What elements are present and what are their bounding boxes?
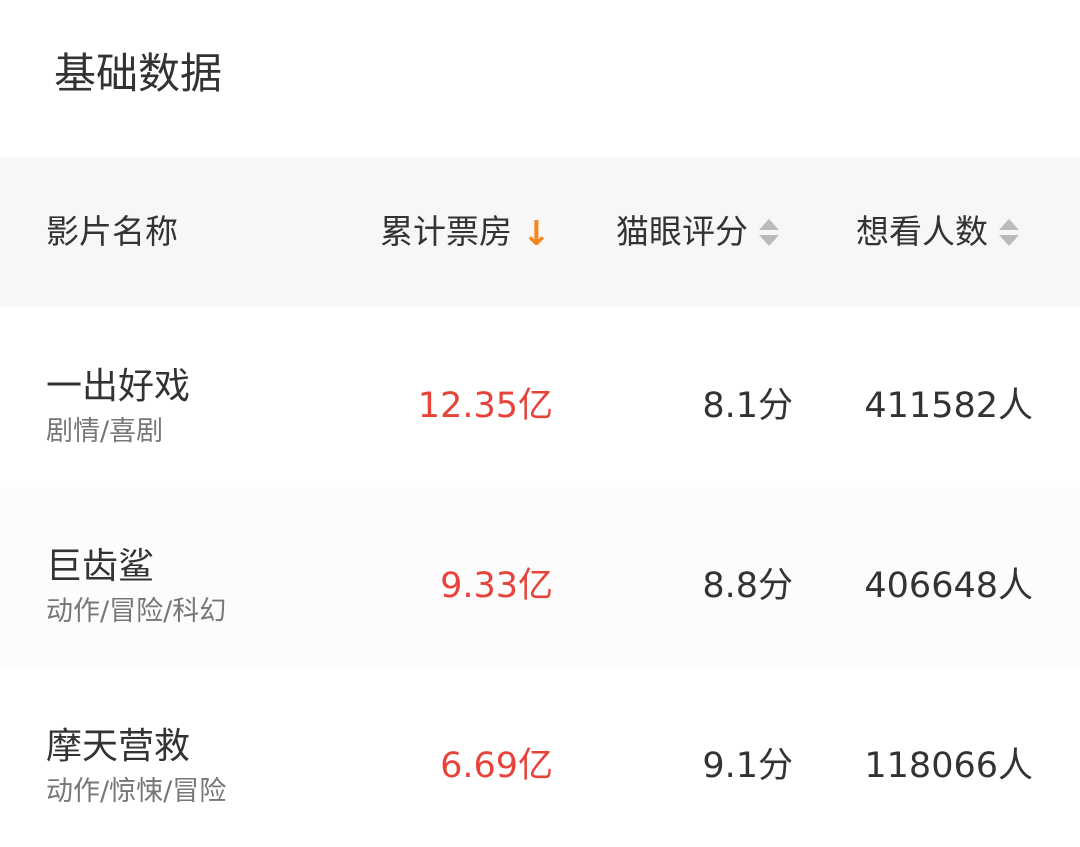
box-office-value: 6.69亿 bbox=[440, 746, 553, 786]
table-header: 影片名称 累计票房 ↓ 猫眼评分 想看人数 bbox=[0, 157, 1080, 307]
sort-descending-icon: ↓ bbox=[522, 213, 551, 254]
column-header-name: 影片名称 bbox=[46, 212, 178, 251]
table-row[interactable]: 摩天营救 动作/惊悚/冒险 6.69亿 9.1分 118066人 bbox=[0, 667, 1080, 847]
want-value: 406648人 bbox=[864, 566, 1033, 606]
movie-name: 巨齿鲨 bbox=[46, 546, 155, 587]
sort-icon bbox=[758, 217, 780, 251]
column-header-score[interactable]: 猫眼评分 bbox=[616, 157, 780, 307]
section-title: 基础数据 bbox=[54, 49, 223, 98]
box-office-value: 12.35亿 bbox=[417, 386, 553, 426]
want-label: 想看人数 bbox=[856, 212, 988, 251]
column-header-box-office[interactable]: 累计票房 ↓ bbox=[380, 157, 551, 307]
want-value: 411582人 bbox=[864, 386, 1033, 426]
table-row[interactable]: 一出好戏 剧情/喜剧 12.35亿 8.1分 411582人 bbox=[0, 307, 1080, 487]
sort-icon bbox=[998, 217, 1020, 251]
movie-genre: 剧情/喜剧 bbox=[46, 416, 164, 447]
movie-genre: 动作/惊悚/冒险 bbox=[46, 776, 227, 807]
table-row[interactable]: 巨齿鲨 动作/冒险/科幻 9.33亿 8.8分 406648人 bbox=[0, 487, 1080, 667]
box-office-label: 累计票房 bbox=[380, 212, 512, 251]
score-label: 猫眼评分 bbox=[616, 212, 748, 251]
movie-name: 摩天营救 bbox=[46, 726, 191, 767]
score-value: 8.8分 bbox=[702, 566, 793, 606]
want-value: 118066人 bbox=[864, 746, 1033, 786]
box-office-value: 9.33亿 bbox=[440, 566, 553, 606]
movie-name: 一出好戏 bbox=[46, 366, 191, 407]
score-value: 9.1分 bbox=[702, 746, 793, 786]
movie-genre: 动作/冒险/科幻 bbox=[46, 596, 227, 627]
column-header-want[interactable]: 想看人数 bbox=[856, 157, 1020, 307]
score-value: 8.1分 bbox=[702, 386, 793, 426]
